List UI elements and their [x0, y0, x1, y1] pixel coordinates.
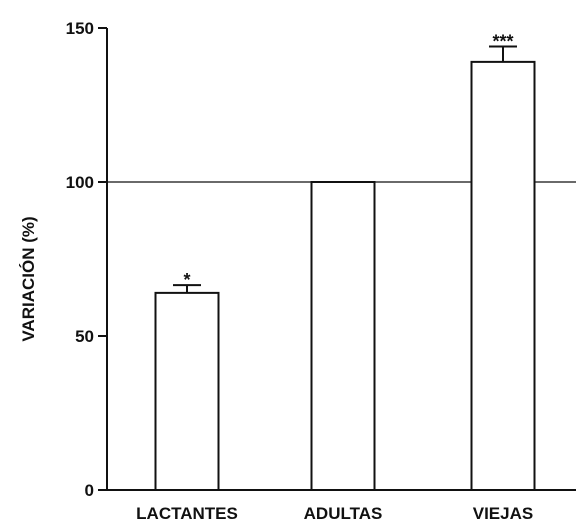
category-label-viejas: VIEJAS: [473, 504, 533, 523]
bar-lactantes: [154, 291, 220, 491]
category-label-adultas: ADULTAS: [304, 504, 383, 523]
y-tick-label: 150: [66, 19, 94, 38]
bar-adultas: [310, 181, 376, 491]
bar-viejas: [470, 60, 536, 491]
category-labels: LACTANTES ADULTAS VIEJAS: [136, 504, 533, 523]
y-tick-label: 0: [85, 481, 94, 500]
y-tick-label: 50: [75, 327, 94, 346]
y-ticks: 0 50 100 150: [66, 19, 107, 500]
category-label-lactantes: LACTANTES: [136, 504, 238, 523]
bars: ****: [154, 31, 536, 491]
y-axis-title: VARIACIÓN (%): [19, 216, 38, 341]
significance-marker: *: [183, 270, 190, 290]
y-tick-label: 100: [66, 173, 94, 192]
significance-marker: ***: [492, 31, 513, 51]
